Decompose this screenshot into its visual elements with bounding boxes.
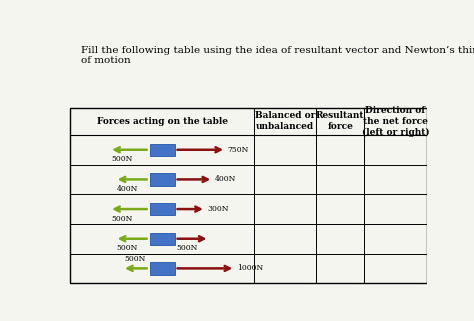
Text: Resultant
force: Resultant force bbox=[316, 111, 365, 131]
Text: Direction of
the net force
(left or right): Direction of the net force (left or righ… bbox=[362, 106, 429, 137]
Text: 400N: 400N bbox=[215, 175, 237, 183]
Text: Fill the following table using the idea of resultant vector and Newton’s third l: Fill the following table using the idea … bbox=[82, 46, 474, 65]
Text: 500N: 500N bbox=[111, 215, 132, 223]
Bar bbox=[150, 232, 174, 245]
Text: 400N: 400N bbox=[117, 185, 138, 193]
Text: 1000N: 1000N bbox=[237, 265, 263, 273]
Bar bbox=[150, 203, 174, 215]
Bar bbox=[70, 108, 427, 283]
Bar bbox=[150, 173, 174, 186]
Text: 500N: 500N bbox=[124, 255, 145, 263]
Text: Balanced or
unbalanced: Balanced or unbalanced bbox=[255, 111, 315, 131]
Text: 300N: 300N bbox=[208, 205, 229, 213]
Text: Forces acting on the table: Forces acting on the table bbox=[97, 117, 228, 126]
Bar bbox=[150, 262, 174, 275]
Text: 750N: 750N bbox=[228, 146, 249, 154]
Text: 500N: 500N bbox=[111, 155, 132, 163]
Bar bbox=[150, 143, 174, 156]
Text: 500N: 500N bbox=[117, 244, 138, 252]
Text: 500N: 500N bbox=[176, 244, 198, 252]
